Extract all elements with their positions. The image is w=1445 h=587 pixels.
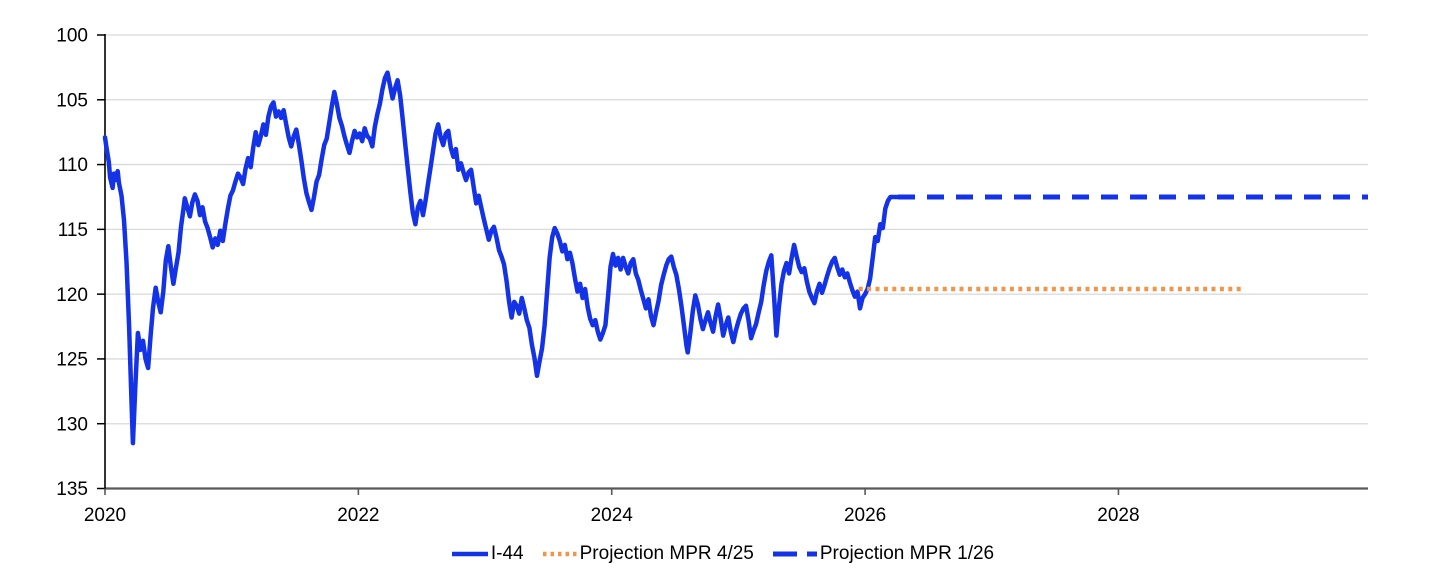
y-tick-label: 105 [56,90,88,111]
legend-label-projection-mpr-4-25: Projection MPR 4/25 [579,543,754,564]
x-tick-label: 2026 [844,505,886,526]
legend-label-i-44: I-44 [490,543,524,564]
x-tick-label: 2028 [1097,505,1139,526]
legend-swatch-i-44 [451,551,488,557]
y-tick-label: 110 [58,155,88,176]
legend-item-projection-mpr-1-26: Projection MPR 1/26 [772,541,994,567]
legend: I-44 Projection MPR 4/25 Projection MPR 1/… [0,541,1445,567]
y-tick-label: 130 [56,414,88,435]
x-tick-label: 2022 [337,505,379,526]
y-tick-label: 100 [56,26,88,47]
y-tick-label: 135 [56,479,88,500]
x-tick-label: 2024 [591,505,634,526]
y-tick-label: 120 [56,285,88,306]
y-tick-label: 125 [56,350,88,371]
i-44-line [102,70,901,446]
legend-item-i-44: I-44 [451,541,524,567]
legend-item-projection-mpr-4-25: Projection MPR 4/25 [542,541,754,567]
y-tick-label: 115 [58,220,88,241]
x-tick-label: 2020 [84,505,126,526]
legend-label-projection-mpr-1-26: Projection MPR 1/26 [819,543,995,564]
legend-swatch-projection-mpr-1-26 [772,551,817,557]
legend-swatch-projection-mpr-4-25 [542,551,577,557]
